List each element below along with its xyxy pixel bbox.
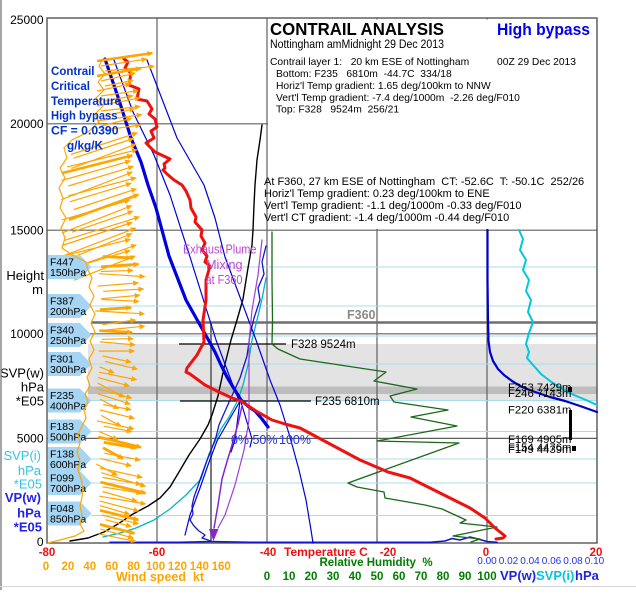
- svg-text:25000: 25000: [10, 13, 44, 27]
- svg-text:-40: -40: [260, 547, 277, 559]
- svg-text:F235 6810m: F235 6810m: [315, 396, 380, 408]
- svg-text:F328 9524m: F328 9524m: [291, 339, 356, 351]
- svg-text:40: 40: [349, 571, 362, 583]
- svg-text:*E05: *E05: [16, 394, 44, 409]
- svg-text:10000: 10000: [10, 327, 44, 341]
- svg-text:40: 40: [83, 561, 96, 573]
- svg-text:00Z 29 Dec 2013: 00Z 29 Dec 2013: [497, 57, 576, 68]
- svg-text:F149 4439m: F149 4439m: [508, 444, 571, 456]
- svg-text:SVP(i): SVP(i): [3, 448, 41, 463]
- svg-text:15000: 15000: [10, 224, 44, 238]
- svg-text:700hPa: 700hPa: [50, 483, 86, 495]
- svg-text:0: 0: [264, 571, 270, 583]
- svg-text:Height: Height: [6, 268, 44, 283]
- svg-text:200hPa: 200hPa: [50, 306, 86, 318]
- svg-text:g/kg/K: g/kg/K: [67, 140, 104, 152]
- svg-text:0.02: 0.02: [499, 556, 519, 567]
- svg-text:Contrail layer 1: 20 km ESE: Contrail layer 1: 20 km ESE of Nottingha…: [270, 57, 469, 68]
- svg-text:0.06: 0.06: [542, 556, 562, 567]
- svg-text:m: m: [32, 282, 43, 297]
- svg-text:-80: -80: [39, 547, 56, 559]
- svg-text:5000: 5000: [17, 432, 44, 446]
- svg-text:0: 0: [43, 561, 49, 573]
- svg-text:Critical: Critical: [51, 81, 90, 93]
- svg-text:At F360, 27 km ESE of Nottingh: At F360, 27 km ESE of Nottingham CT: -52…: [264, 176, 584, 188]
- svg-text:hPa: hPa: [17, 506, 42, 521]
- svg-text:0.00: 0.00: [477, 556, 497, 567]
- svg-text:Horiz'l Temp gradient: 1.65 de: Horiz'l Temp gradient: 1.65 deg/100km to…: [276, 81, 491, 92]
- svg-text:Wind speed kt: Wind speed kt: [116, 570, 205, 584]
- svg-text:Top: F328 9524m 256/21: Top: F328 9524m 256/21: [276, 105, 399, 116]
- svg-text:Temperature: Temperature: [51, 96, 121, 108]
- svg-text:400hPa: 400hPa: [50, 401, 86, 413]
- svg-text:*E05: *E05: [14, 520, 42, 535]
- svg-text:VP(w): VP(w): [5, 490, 41, 505]
- svg-text:10: 10: [283, 571, 296, 583]
- svg-text:60: 60: [393, 571, 406, 583]
- svg-text:50%: 50%: [252, 433, 277, 447]
- svg-text:70: 70: [415, 571, 428, 583]
- svg-text:Vert'l CT gradient: -1.4 deg/1: Vert'l CT gradient: -1.4 deg/1000m -0.44…: [264, 212, 509, 224]
- svg-text:F360: F360: [347, 308, 376, 322]
- svg-text:CONTRAIL ANALYSIS: CONTRAIL ANALYSIS: [270, 19, 444, 39]
- svg-text:hPa: hPa: [575, 568, 600, 583]
- svg-text:F246 7143m: F246 7143m: [508, 388, 571, 400]
- svg-text:250hPa: 250hPa: [50, 335, 86, 347]
- svg-text:100%: 100%: [279, 433, 311, 447]
- svg-text:0.08: 0.08: [563, 556, 583, 567]
- svg-text:VP(w): VP(w): [500, 568, 536, 583]
- svg-text:300hPa: 300hPa: [50, 364, 86, 376]
- svg-text:20000: 20000: [10, 117, 44, 131]
- svg-text:Exhaust Plume: Exhaust Plume: [183, 242, 257, 257]
- svg-text:20: 20: [62, 561, 75, 573]
- svg-text:90: 90: [459, 571, 472, 583]
- svg-text:50: 50: [371, 571, 384, 583]
- svg-text:Bottom: F235 6810m -44.7C: Bottom: F235 6810m -44.7C 334/18: [276, 69, 452, 80]
- svg-text:CF = 0.0390: CF = 0.0390: [51, 126, 119, 138]
- svg-text:30: 30: [327, 571, 340, 583]
- svg-text:20: 20: [305, 571, 318, 583]
- svg-text:600hPa: 600hPa: [50, 459, 86, 471]
- svg-text:High bypass: High bypass: [497, 20, 590, 39]
- svg-text:F220 6381m: F220 6381m: [508, 405, 571, 417]
- svg-text:0%: 0%: [231, 433, 249, 447]
- svg-text:Horiz'l Temp gradient: 0.23 de: Horiz'l Temp gradient: 0.23 deg/100km to…: [264, 188, 490, 200]
- svg-text:Nottingham amMidnight 29 Dec 2: Nottingham amMidnight 29 Dec 2013: [270, 37, 444, 51]
- svg-text:hPa: hPa: [21, 380, 45, 395]
- svg-text:Relative Humidity %: Relative Humidity %: [319, 557, 432, 569]
- svg-text:150hPa: 150hPa: [50, 267, 86, 279]
- svg-text:100: 100: [477, 571, 496, 583]
- svg-text:SVP(i): SVP(i): [536, 568, 574, 583]
- svg-text:160: 160: [212, 561, 231, 573]
- svg-text:Vert'l Temp gradient: -1.1 deg: Vert'l Temp gradient: -1.1 deg/1000m -0.…: [264, 200, 522, 212]
- svg-text:High bypass: High bypass: [51, 111, 118, 123]
- svg-text:Vert'l Temp gradient: -7.4 deg: Vert'l Temp gradient: -7.4 deg/1000m -2.…: [276, 93, 520, 104]
- svg-text:-60: -60: [149, 547, 166, 559]
- svg-text:SVP(w): SVP(w): [0, 366, 44, 381]
- svg-text:500hPa: 500hPa: [50, 432, 86, 444]
- svg-text:80: 80: [437, 571, 450, 583]
- svg-text:0.10: 0.10: [585, 556, 605, 567]
- svg-text:Mixing: Mixing: [206, 257, 243, 272]
- svg-text:0.04: 0.04: [520, 556, 540, 567]
- svg-text:Contrail: Contrail: [51, 66, 95, 78]
- svg-text:at F360: at F360: [206, 272, 243, 287]
